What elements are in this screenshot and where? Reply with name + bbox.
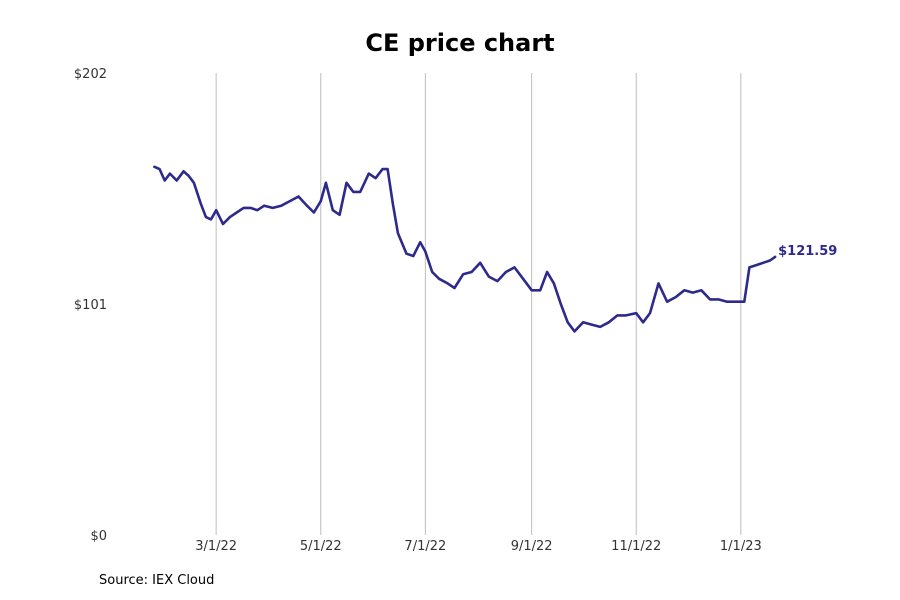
x-tick-label-1: 5/1/22 <box>300 539 342 554</box>
chart-title: CE price chart <box>365 29 554 57</box>
x-tick-label-5: 1/1/23 <box>720 539 762 554</box>
series-group <box>153 165 777 333</box>
last-value-group: $121.59 <box>778 244 837 259</box>
last-value-label: $121.59 <box>778 244 837 259</box>
y-axis: $0 $101 $202 <box>74 67 107 544</box>
x-tick-label-0: 3/1/22 <box>195 539 237 554</box>
source-note: Source: IEX Cloud <box>99 573 215 588</box>
grid-lines <box>215 73 742 535</box>
price-line <box>153 165 777 333</box>
x-axis: 3/1/22 5/1/22 7/1/22 9/1/22 11/1/22 1/1/23 <box>195 539 762 554</box>
x-tick-label-2: 7/1/22 <box>404 539 446 554</box>
x-tick-label-4: 11/1/22 <box>611 539 661 554</box>
y-tick-label-0: $0 <box>90 529 107 544</box>
x-tick-label-3: 9/1/22 <box>511 539 553 554</box>
y-tick-label-2: $202 <box>74 67 107 82</box>
y-tick-label-1: $101 <box>74 298 107 313</box>
